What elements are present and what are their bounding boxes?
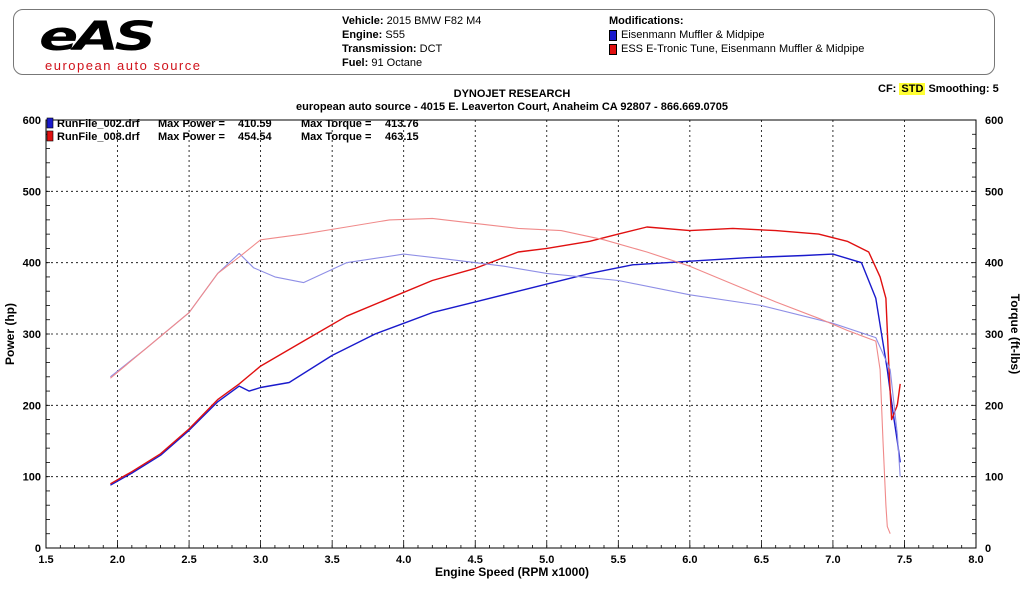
fuel-value: 91 Octane [371,57,423,69]
y2-tick-label: 0 [985,543,991,555]
smoothing-value: 5 [992,83,999,95]
vehicle-value: 2015 BMW F82 M4 [386,15,482,27]
x-tick-label: 4.0 [396,554,411,566]
transmission-label: Transmission: [342,43,417,55]
y2-tick-label: 600 [985,115,1003,127]
y2-tick-label: 300 [985,329,1003,341]
x-tick-label: 1.5 [38,554,53,566]
x-tick-label: 5.0 [539,554,554,566]
y2-axis-label: Torque (ft-lbs) [1008,294,1022,374]
y-tick-label: 300 [23,329,41,341]
logo-subtitle: european auto source [45,58,202,73]
x-tick-label: 8.0 [968,554,983,566]
x-tick-label: 7.0 [825,554,840,566]
legend-run1-power-label: Max Power = [158,118,225,130]
y-tick-label: 500 [23,186,41,198]
correction-factor: CF: STD Smoothing: 5 [878,83,999,95]
series-line-runfile-002-drf-torque [110,252,901,477]
y-tick-label: 200 [23,400,41,412]
modification-label: ESS E-Tronic Tune, Eisenmann Muffler & M… [621,43,865,55]
legend-run2-torque-label: Max Torque = [301,131,371,143]
x-tick-label: 3.0 [253,554,268,566]
vehicle-info: Vehicle: 2015 BMW F82 M4 Engine: S55 Tra… [342,14,481,70]
legend-run1-torque-label: Max Torque = [301,118,371,130]
red-swatch-icon [609,43,617,55]
x-tick-label: 4.5 [468,554,483,566]
y-axis-label: Power (hp) [3,303,17,365]
legend-run2-power: 454.54 [238,131,273,143]
legend-run2-file: RunFile_008.drf [57,131,140,143]
eas-logo: eAS european auto source [39,14,239,76]
legend-swatch-run2-icon [46,130,54,142]
cf-value: STD [899,83,926,95]
series-line-runfile-008-drf-power [110,226,901,485]
legend-run2-torque: 463.15 [385,131,419,143]
y-tick-label: 400 [23,258,41,270]
legend-run1-power: 410.59 [238,118,272,130]
legend-run2-power-label: Max Power = [158,131,225,143]
engine-value: S55 [385,29,405,41]
y-tick-label: 600 [23,115,41,127]
y-tick-label: 0 [35,543,41,555]
x-tick-label: 2.0 [110,554,125,566]
legend-swatch-run1-icon [46,117,54,129]
x-tick-label: 6.0 [682,554,697,566]
engine-label: Engine: [342,29,383,41]
x-tick-label: 2.5 [181,554,196,566]
x-axis-label: Engine Speed (RPM x1000) [435,565,589,579]
series-line-runfile-002-drf-power [110,253,901,486]
legend-run1-torque: 413.76 [385,118,419,130]
x-tick-label: 3.5 [325,554,340,566]
y-tick-label: 100 [23,472,41,484]
y2-tick-label: 500 [985,186,1003,198]
modification-item: Eisenmann Muffler & Midpipe [609,28,864,42]
legend-run1-file: RunFile_002.drf [57,118,140,130]
chart-subtitle: european auto source - 4015 E. Leaverton… [295,101,729,113]
modifications: Modifications: Eisenmann Muffler & Midpi… [609,14,864,56]
x-tick-label: 7.5 [897,554,912,566]
x-tick-label: 5.5 [611,554,626,566]
logo-wordmark: eAS [39,14,156,60]
y2-tick-label: 200 [985,400,1003,412]
series-line-runfile-008-drf-torque [110,217,891,534]
cf-label: CF: [878,83,897,95]
vehicle-label: Vehicle: [342,15,384,27]
blue-swatch-icon [609,29,617,41]
fuel-label: Fuel: [342,57,369,69]
transmission-value: DCT [419,43,443,55]
modification-label: Eisenmann Muffler & Midpipe [621,29,765,41]
header-panel: eAS european auto source Vehicle: 2015 B… [13,9,995,75]
x-tick-label: 6.5 [754,554,769,566]
y2-tick-label: 100 [985,472,1003,484]
modifications-title: Modifications: [609,15,684,27]
modification-item: ESS E-Tronic Tune, Eisenmann Muffler & M… [609,42,864,56]
y2-tick-label: 400 [985,258,1003,270]
chart-title: DYNOJET RESEARCH [453,88,571,100]
smoothing-label: Smoothing: [928,83,990,95]
